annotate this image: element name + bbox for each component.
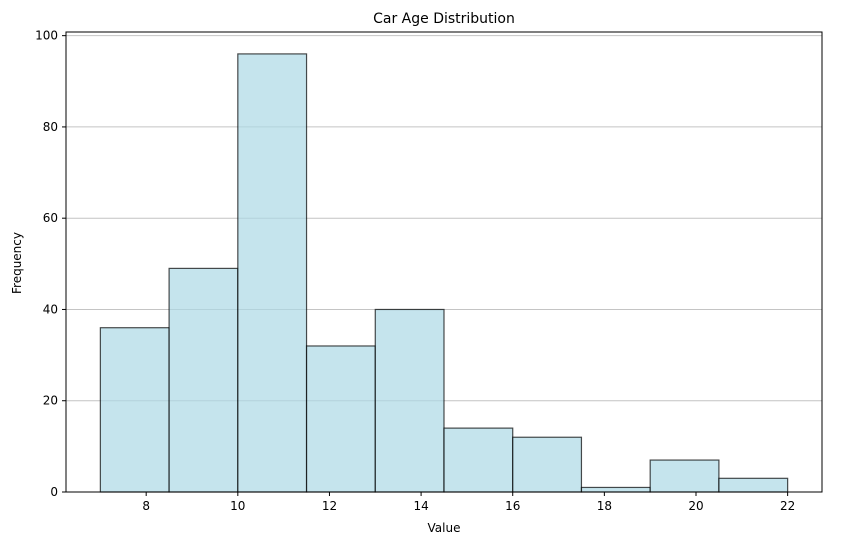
x-tick-label: 8 (142, 499, 150, 513)
y-axis-ticks: 0 20 40 60 80 100 (35, 29, 66, 499)
x-tick-label: 18 (597, 499, 612, 513)
x-axis-ticks: 8 10 12 14 16 18 20 22 (142, 492, 795, 513)
y-tick-label: 40 (43, 302, 58, 316)
y-tick-label: 100 (35, 29, 58, 43)
histogram-bar (305, 345, 376, 493)
histogram-bar (718, 477, 789, 493)
x-tick-label: 22 (780, 499, 795, 513)
x-tick-label: 20 (688, 499, 703, 513)
histogram-bar (580, 486, 651, 493)
histogram-bar (99, 327, 170, 493)
chart-title: Car Age Distribution (373, 11, 515, 27)
histogram-bar (649, 459, 720, 493)
x-axis-label: Value (428, 521, 461, 535)
histogram-bar (168, 267, 239, 493)
y-tick-label: 80 (43, 120, 58, 134)
histogram-bar (512, 436, 583, 493)
histogram-bar (443, 427, 514, 493)
histogram-bars (99, 53, 789, 493)
x-tick-label: 16 (505, 499, 520, 513)
histogram-bar (237, 53, 308, 493)
x-tick-label: 10 (230, 499, 245, 513)
y-tick-label: 20 (43, 394, 58, 408)
y-tick-label: 60 (43, 211, 58, 225)
plot-frame (65, 31, 823, 493)
y-tick-label: 0 (50, 485, 58, 499)
histogram-bar (374, 308, 445, 493)
x-tick-label: 14 (413, 499, 428, 513)
y-axis-label: Frequency (10, 232, 24, 294)
x-tick-label: 12 (322, 499, 337, 513)
